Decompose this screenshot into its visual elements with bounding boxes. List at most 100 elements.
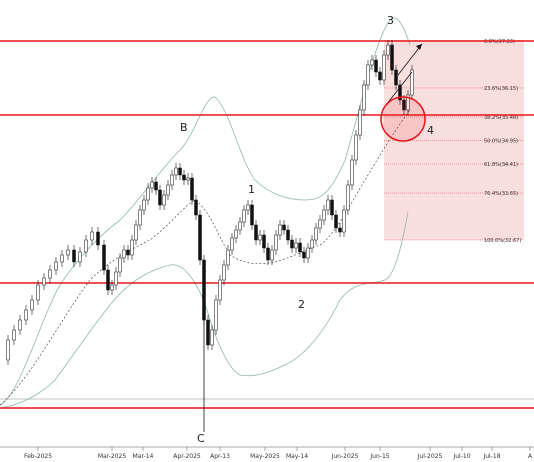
candle-body bbox=[214, 299, 218, 331]
candle-body bbox=[246, 204, 250, 211]
candle-body bbox=[350, 159, 354, 186]
candle-body bbox=[122, 249, 126, 259]
candle-body bbox=[24, 309, 28, 321]
candle-body bbox=[394, 69, 398, 86]
target-arrow-line bbox=[397, 43, 423, 76]
x-tick-label: Feb-2025 bbox=[24, 453, 52, 460]
candle-body bbox=[186, 177, 190, 181]
wave-labels: B 1 2 3 4 C bbox=[180, 14, 434, 445]
candle-body bbox=[206, 319, 210, 346]
candle-body bbox=[126, 249, 130, 256]
candle-body bbox=[318, 219, 322, 229]
candle-body bbox=[60, 254, 64, 263]
candle-body bbox=[138, 209, 142, 226]
candle-body bbox=[230, 237, 234, 251]
candle-body bbox=[374, 59, 378, 73]
fib-label: 50.0%(34.95) bbox=[484, 139, 518, 145]
candle-body bbox=[234, 229, 238, 239]
candle-body bbox=[242, 209, 246, 223]
x-tick-label: Jul-18 bbox=[482, 453, 500, 460]
candle-body bbox=[142, 199, 146, 211]
candle-body bbox=[162, 194, 166, 206]
candle-body bbox=[166, 184, 170, 196]
candle-body bbox=[362, 84, 366, 111]
candle-body bbox=[198, 214, 202, 261]
x-tick-label: Apr-2025 bbox=[173, 453, 201, 460]
support-resistance-lines bbox=[0, 40, 534, 409]
candle-body bbox=[402, 99, 406, 111]
wave-label-1: 1 bbox=[248, 183, 255, 196]
projection-line bbox=[385, 71, 413, 106]
candle-body bbox=[294, 242, 298, 249]
candle-body bbox=[36, 284, 40, 301]
candle-body bbox=[406, 94, 410, 111]
candle-body bbox=[354, 134, 358, 161]
candle-body bbox=[330, 199, 334, 216]
candle-body bbox=[386, 44, 390, 56]
candle-body bbox=[106, 269, 110, 291]
candle-body bbox=[378, 71, 382, 81]
candle-body bbox=[174, 167, 178, 176]
x-tick-label: Mar-14 bbox=[133, 453, 154, 460]
candle-body bbox=[314, 227, 318, 241]
x-tick-label: Mar-2025 bbox=[98, 453, 127, 460]
candle-body bbox=[326, 199, 330, 211]
candle-body bbox=[170, 174, 174, 186]
candle-body bbox=[12, 329, 16, 341]
candle-body bbox=[390, 44, 394, 71]
candle-body bbox=[146, 187, 150, 201]
candle-body bbox=[286, 229, 290, 241]
candle-body bbox=[42, 277, 46, 286]
candle-body bbox=[366, 64, 370, 86]
x-tick-label: A bbox=[528, 453, 533, 460]
candle-body bbox=[66, 249, 70, 256]
candle-body bbox=[346, 184, 350, 211]
x-tick-label: Apr-13 bbox=[210, 453, 230, 460]
candle-body bbox=[130, 239, 134, 256]
candle-body bbox=[30, 299, 34, 311]
candle-body bbox=[6, 339, 10, 361]
fib-label: 38.2%(35.48) bbox=[484, 115, 518, 121]
candle-body bbox=[194, 199, 198, 216]
candle-body bbox=[334, 214, 338, 229]
candle-body bbox=[158, 189, 162, 206]
candlesticks bbox=[6, 40, 414, 432]
x-tick-label: Jul-10 bbox=[452, 453, 470, 460]
candle-body bbox=[72, 249, 76, 263]
candle-body bbox=[310, 239, 314, 249]
wave-label-3: 3 bbox=[387, 14, 394, 27]
x-axis-ticks: Feb-2025 Mar-2025 Mar-14 Apr-2025 Apr-13 May-… bbox=[24, 447, 533, 460]
wave-label-2: 2 bbox=[298, 298, 305, 311]
candle-body bbox=[150, 181, 154, 189]
fib-label: 0.0%(37.23) bbox=[484, 39, 515, 45]
candle-body bbox=[262, 234, 266, 249]
candle-body bbox=[102, 244, 106, 271]
candle-body bbox=[218, 279, 222, 301]
candle-body bbox=[250, 204, 254, 226]
candle-body bbox=[370, 59, 374, 66]
x-tick-label: Jul-2025 bbox=[417, 453, 443, 460]
candle-body bbox=[190, 177, 194, 201]
fib-label: 100.0%(32.67) bbox=[484, 238, 521, 244]
candle-body bbox=[342, 209, 346, 233]
candle-body bbox=[134, 224, 138, 241]
fib-label: 23.6%(36.15) bbox=[484, 86, 518, 92]
candle-body bbox=[282, 224, 286, 231]
wave-label-C: C bbox=[197, 432, 205, 445]
lower-band bbox=[0, 211, 409, 409]
candle-body bbox=[358, 109, 362, 136]
candle-body bbox=[178, 167, 182, 176]
x-tick-label: May-14 bbox=[286, 453, 308, 460]
candle-body bbox=[290, 239, 294, 249]
fib-label: 61.8%(34.41) bbox=[484, 162, 518, 168]
candle-body bbox=[302, 251, 306, 259]
candle-body bbox=[118, 257, 122, 273]
fib-label: 76.4%(33.65) bbox=[484, 191, 518, 197]
wave-label-4: 4 bbox=[427, 124, 434, 137]
candle-body bbox=[222, 264, 226, 281]
candle-body bbox=[84, 239, 88, 253]
candle-body bbox=[78, 251, 82, 263]
candle-body bbox=[398, 84, 402, 101]
candle-body bbox=[238, 221, 242, 231]
